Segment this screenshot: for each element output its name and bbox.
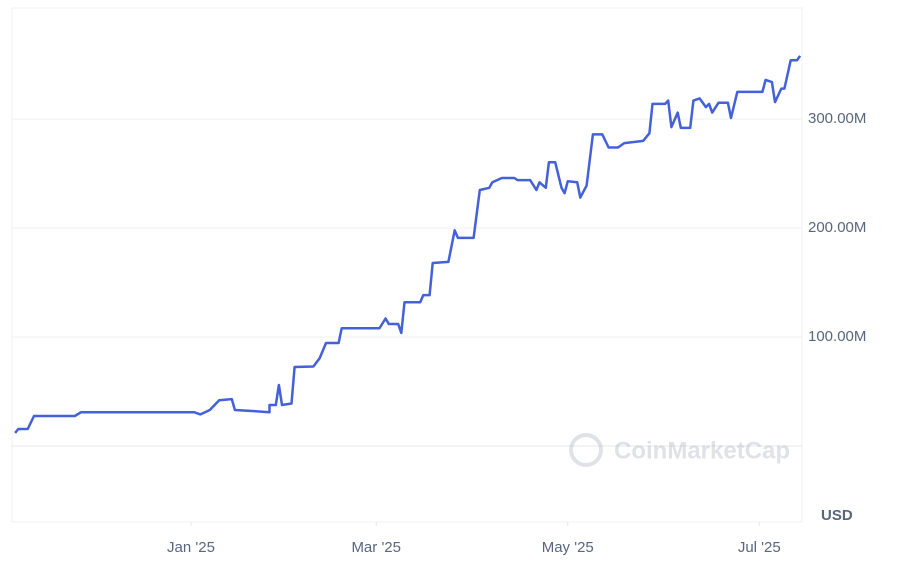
watermark-text: CoinMarketCap xyxy=(614,437,790,464)
y-tick-label: 300.00M xyxy=(808,110,866,127)
x-tick-label: May '25 xyxy=(542,539,594,556)
y-tick-label: 100.00M xyxy=(808,328,866,345)
watermark: CoinMarketCap xyxy=(569,433,790,467)
price-line xyxy=(14,55,802,434)
x-tick-label: Jan '25 xyxy=(167,539,215,556)
x-tick-label: Mar '25 xyxy=(351,539,401,556)
currency-label: USD xyxy=(821,507,853,524)
x-tick-label: Jul '25 xyxy=(738,539,781,556)
plot-frame xyxy=(11,7,803,523)
y-tick-label: 200.00M xyxy=(808,219,866,236)
